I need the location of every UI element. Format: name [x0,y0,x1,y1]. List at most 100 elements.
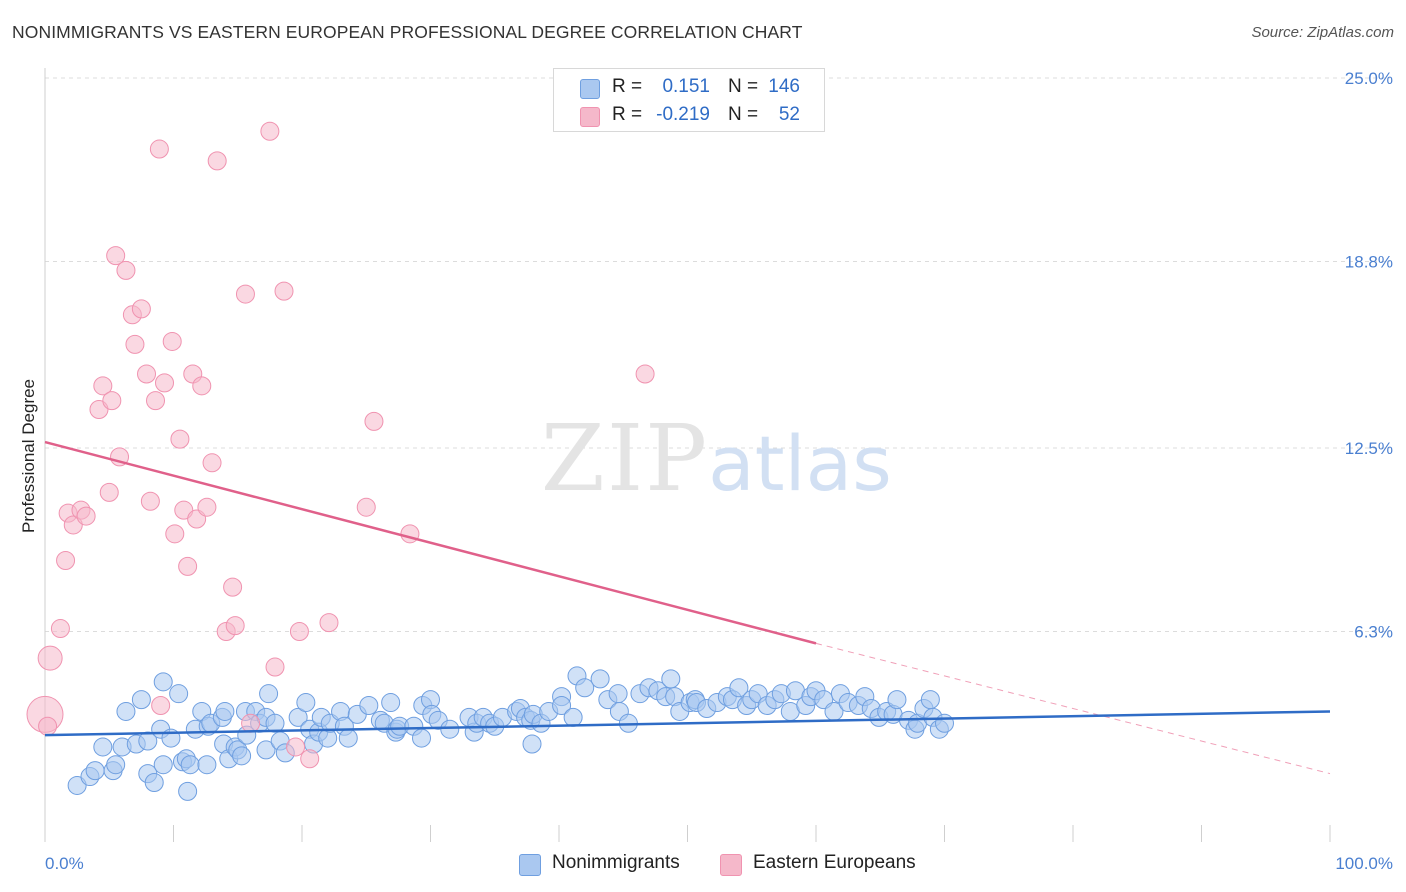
y-tick-label: 25.0% [1345,69,1393,88]
data-point-eastern-europeans [56,550,76,570]
data-point-eastern-europeans [225,616,245,636]
data-point-nonimmigrants [256,740,276,760]
data-point-nonimmigrants [296,693,316,713]
data-point-nonimmigrants [552,696,572,716]
data-point-eastern-europeans [102,391,122,411]
legend-n-label: N = [728,76,759,97]
data-point-eastern-europeans [125,334,145,354]
trend-line-eastern-europeans [44,440,817,645]
data-point-eastern-europeans [50,619,70,639]
data-point-nonimmigrants [85,761,105,781]
data-point-eastern-europeans [137,364,157,384]
trend-lines [815,642,1331,775]
data-point-eastern-europeans [38,716,58,736]
watermark-atlas: atlas [708,419,892,508]
data-point-nonimmigrants [575,678,595,698]
data-point-nonimmigrants [887,690,907,710]
data-point-nonimmigrants [232,746,252,766]
data-point-nonimmigrants [153,755,173,775]
chart-title: NONIMMIGRANTS VS EASTERN EUROPEAN PROFES… [12,22,803,42]
data-point-eastern-europeans [106,246,126,266]
data-point-nonimmigrants [153,672,173,692]
data-point-nonimmigrants [661,669,681,689]
data-point-eastern-europeans [155,373,175,393]
data-point-eastern-europeans [192,376,212,396]
y-tick-label: 12.5% [1345,439,1393,458]
data-point-eastern-europeans [165,524,185,544]
data-point-eastern-europeans [149,139,169,159]
data-point-nonimmigrants [180,755,200,775]
data-point-nonimmigrants [935,713,954,733]
data-point-eastern-europeans [146,391,166,411]
bottom-legend-label: Eastern Europeans [753,852,916,873]
data-point-nonimmigrants [178,781,198,801]
data-point-nonimmigrants [381,693,401,713]
data-point-eastern-europeans [162,331,182,351]
data-point-eastern-europeans [265,657,285,677]
data-point-eastern-europeans [223,577,243,597]
data-point-nonimmigrants [563,707,583,727]
grid-lines [45,77,1390,633]
data-point-nonimmigrants [93,737,113,757]
data-point-eastern-europeans [93,376,113,396]
data-point-eastern-europeans [300,749,320,769]
data-point-nonimmigrants [359,696,379,716]
data-point-eastern-europeans [116,260,136,280]
data-point-nonimmigrants [522,734,542,754]
data-point-eastern-europeans [635,364,655,384]
data-point-eastern-europeans [37,645,63,671]
axis-labels: 6.3% 12.5% 18.8% 25.0% 0.0% 100.0% Professiona… [19,69,1393,873]
data-point-eastern-europeans [99,482,119,502]
bottom-legend-swatch-blue [519,854,541,876]
bottom-legend-label: Nonimmigrants [552,852,680,873]
watermark: ZIP atlas [541,405,892,512]
legend-r-value: -0.219 [656,104,710,125]
data-point-nonimmigrants [116,701,136,721]
legend-r-label: R = [612,76,643,97]
data-point-eastern-europeans [207,151,227,171]
correlation-legend: R = 0.151 N = 146 R = -0.219 N = 52 [553,68,825,132]
legend-row-eastern-europeans: R = -0.219 N = 52 [554,102,824,130]
legend-n-value: 146 [768,76,800,97]
data-point-nonimmigrants [169,684,189,704]
data-point-eastern-europeans [356,497,376,517]
data-point-eastern-europeans [76,506,96,526]
y-tick-label: 18.8% [1345,253,1393,272]
legend-r-value: 0.151 [662,76,710,97]
series-nonimmigrants [67,666,954,801]
data-point-nonimmigrants [215,701,235,721]
data-point-nonimmigrants [590,669,610,689]
data-point-nonimmigrants [144,772,164,792]
watermark-zip: ZIP [541,405,709,512]
data-point-eastern-europeans [364,411,384,431]
legend-n-value: 52 [778,104,800,125]
y-tick-label: 6.3% [1354,623,1393,642]
data-point-eastern-europeans [170,429,190,449]
data-point-eastern-europeans [202,453,222,473]
legend-row-nonimmigrants: R = 0.151 N = 146 [554,74,824,102]
data-point-nonimmigrants [197,755,217,775]
data-point-eastern-europeans [289,622,309,642]
y-axis-label: Professional Degree [19,379,38,533]
legend-swatch-pink [580,107,600,127]
data-point-eastern-europeans [235,284,255,304]
data-point-eastern-europeans [131,299,151,319]
x-tick-label: 100.0% [1335,854,1393,873]
data-point-eastern-europeans [274,281,294,301]
data-point-nonimmigrants [288,707,308,727]
trend-line-nonimmigrants [44,710,1331,737]
legend-n-label: N = [728,104,759,125]
data-point-nonimmigrants [259,684,279,704]
data-point-nonimmigrants [920,690,940,710]
data-point-eastern-europeans [260,121,280,141]
data-point-eastern-europeans [286,737,306,757]
data-point-eastern-europeans [178,556,198,576]
data-point-nonimmigrants [440,719,460,739]
data-point-nonimmigrants [412,728,432,748]
source-label: Source: ZipAtlas.com [1251,24,1394,41]
data-point-eastern-europeans [319,613,339,633]
data-point-nonimmigrants [265,713,285,733]
data-point-nonimmigrants [729,678,749,698]
data-point-nonimmigrants [106,755,126,775]
bottom-legend-swatch-pink [720,854,742,876]
